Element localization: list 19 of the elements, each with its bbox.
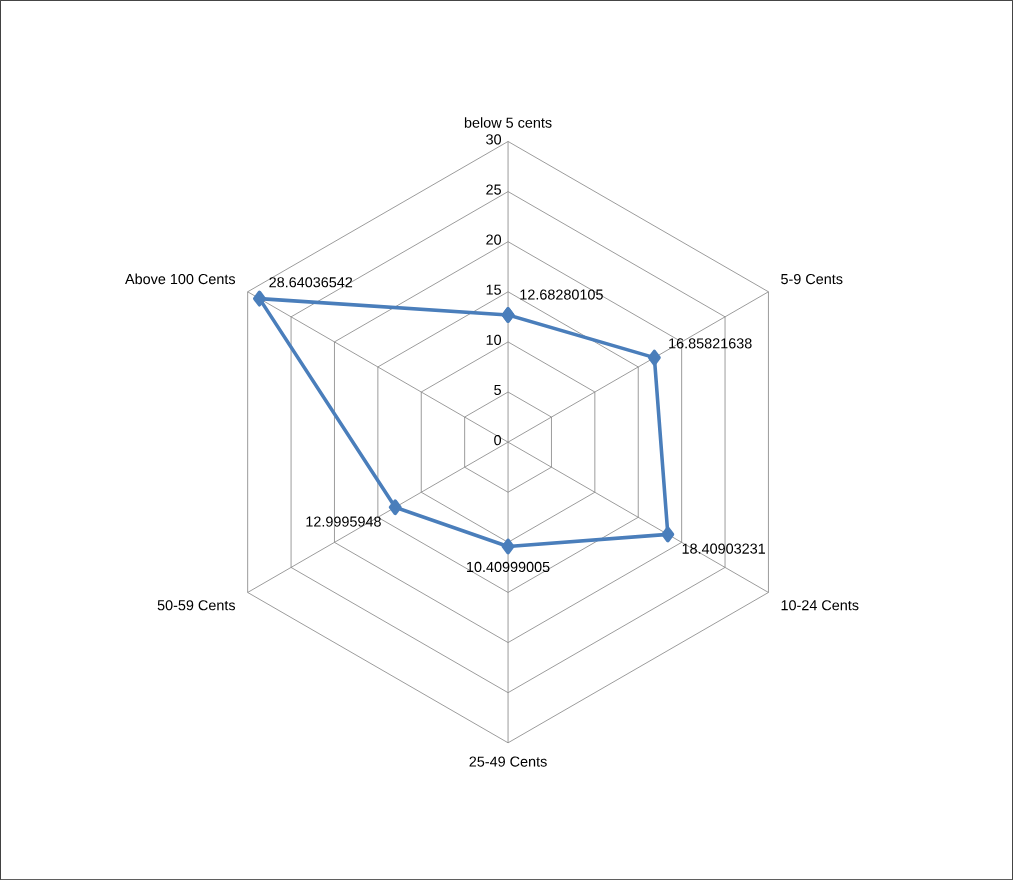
- y-tick-label: 25: [486, 184, 501, 195]
- y-tick-label: 30: [486, 134, 502, 145]
- spoke-label: 25-49 Cents: [469, 756, 547, 767]
- data-label: 10.40999005: [467, 561, 550, 572]
- y-tick-label: 10: [486, 334, 502, 345]
- data-label: 18.40903231: [682, 543, 765, 554]
- spoke-label: 50-59 Cents: [157, 600, 236, 611]
- y-tick-label: 0: [494, 434, 502, 446]
- data-label: 28.64036542: [269, 277, 353, 288]
- data-label: 16.85821638: [669, 338, 752, 349]
- y-tick-label: 15: [486, 284, 501, 295]
- spoke-label: 5-9 Cents: [781, 273, 843, 285]
- spoke-label: below 5 cents: [464, 117, 552, 128]
- data-label: 12.68280105: [520, 289, 603, 300]
- data-label: 12.9995948: [306, 516, 381, 527]
- y-tick-label: 20: [486, 234, 502, 245]
- y-tick-label: 5: [494, 384, 501, 395]
- spoke-label: 10-24 Cents: [781, 600, 859, 611]
- spoke-label: Above 100 Cents: [125, 273, 236, 285]
